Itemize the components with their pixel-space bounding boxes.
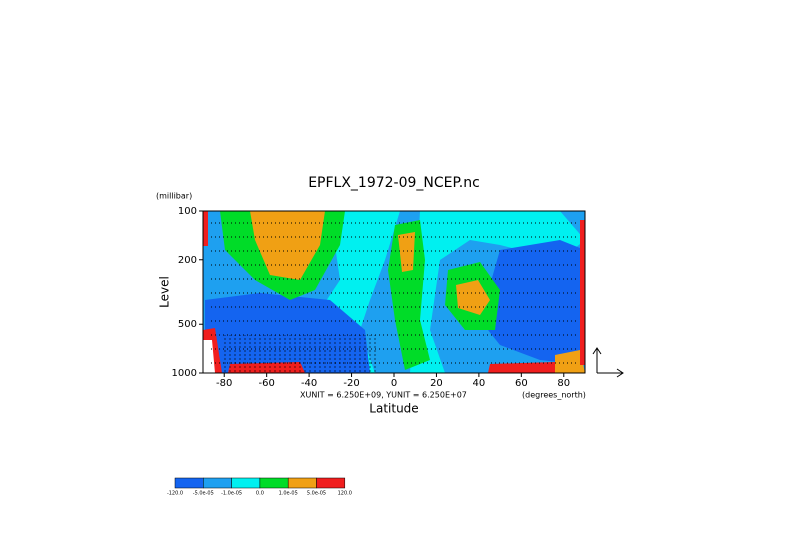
x-tick-label: -80 [216, 378, 232, 389]
colorbar-swatch [203, 477, 232, 489]
colorbar-swatch [287, 477, 317, 489]
colorbar-label: -5.0e-05 [193, 491, 214, 497]
y-axis-label: Level [158, 276, 172, 308]
y-tick-label: 100 [178, 206, 197, 217]
y-tick-label: 500 [178, 319, 197, 330]
y-tick-label: 200 [178, 255, 197, 266]
colorbar-swatch [259, 477, 289, 489]
contour-fill [480, 240, 585, 365]
colorbar-label: -1.0e-05 [221, 491, 242, 497]
reference-vector [592, 347, 624, 378]
vector-field [211, 222, 579, 372]
contour-fill [228, 362, 305, 373]
contour-fill [250, 211, 325, 280]
contour-fill [580, 220, 585, 365]
colorbar-label: 0.0 [256, 491, 264, 497]
colorbar-label: -120.0 [167, 491, 183, 497]
contour-field [203, 211, 585, 373]
x-tick-label: -60 [258, 378, 274, 389]
contour-fill [388, 220, 430, 370]
contour-fill [398, 232, 415, 272]
x-tick-label: 0 [391, 378, 397, 389]
x-tick-label: -40 [301, 378, 317, 389]
y-tick-label: 1000 [172, 368, 197, 379]
contour-fill [203, 211, 208, 246]
x-tick-label: 20 [430, 378, 443, 389]
x-axis-label: Latitude [369, 402, 418, 416]
y-unit: (millibar) [156, 192, 192, 201]
x-unit: (degrees_north) [522, 391, 586, 400]
contour-fill [205, 293, 370, 373]
x-tick-label: -20 [343, 378, 359, 389]
colorbar-label: 120.0 [338, 491, 352, 497]
contour-fill [488, 362, 560, 373]
colorbar-swatch [316, 477, 346, 489]
contour-fill [203, 340, 215, 373]
colorbar-label: 1.0e-05 [279, 491, 298, 497]
contour-fill [456, 280, 490, 315]
x-tick-label: 80 [557, 378, 570, 389]
colorbar-swatch [174, 477, 204, 489]
x-tick-label: 40 [473, 378, 486, 389]
x-tick-label: 60 [515, 378, 528, 389]
colorbar-label: 5.0e-05 [307, 491, 326, 497]
vector-note: XUNIT = 6.250E+09, YUNIT = 6.250E+07 [300, 391, 467, 400]
contour-fill [555, 350, 585, 373]
colorbar-swatch [231, 477, 261, 489]
chart-title: EPFLX_1972-09_NCEP.nc [308, 175, 480, 191]
